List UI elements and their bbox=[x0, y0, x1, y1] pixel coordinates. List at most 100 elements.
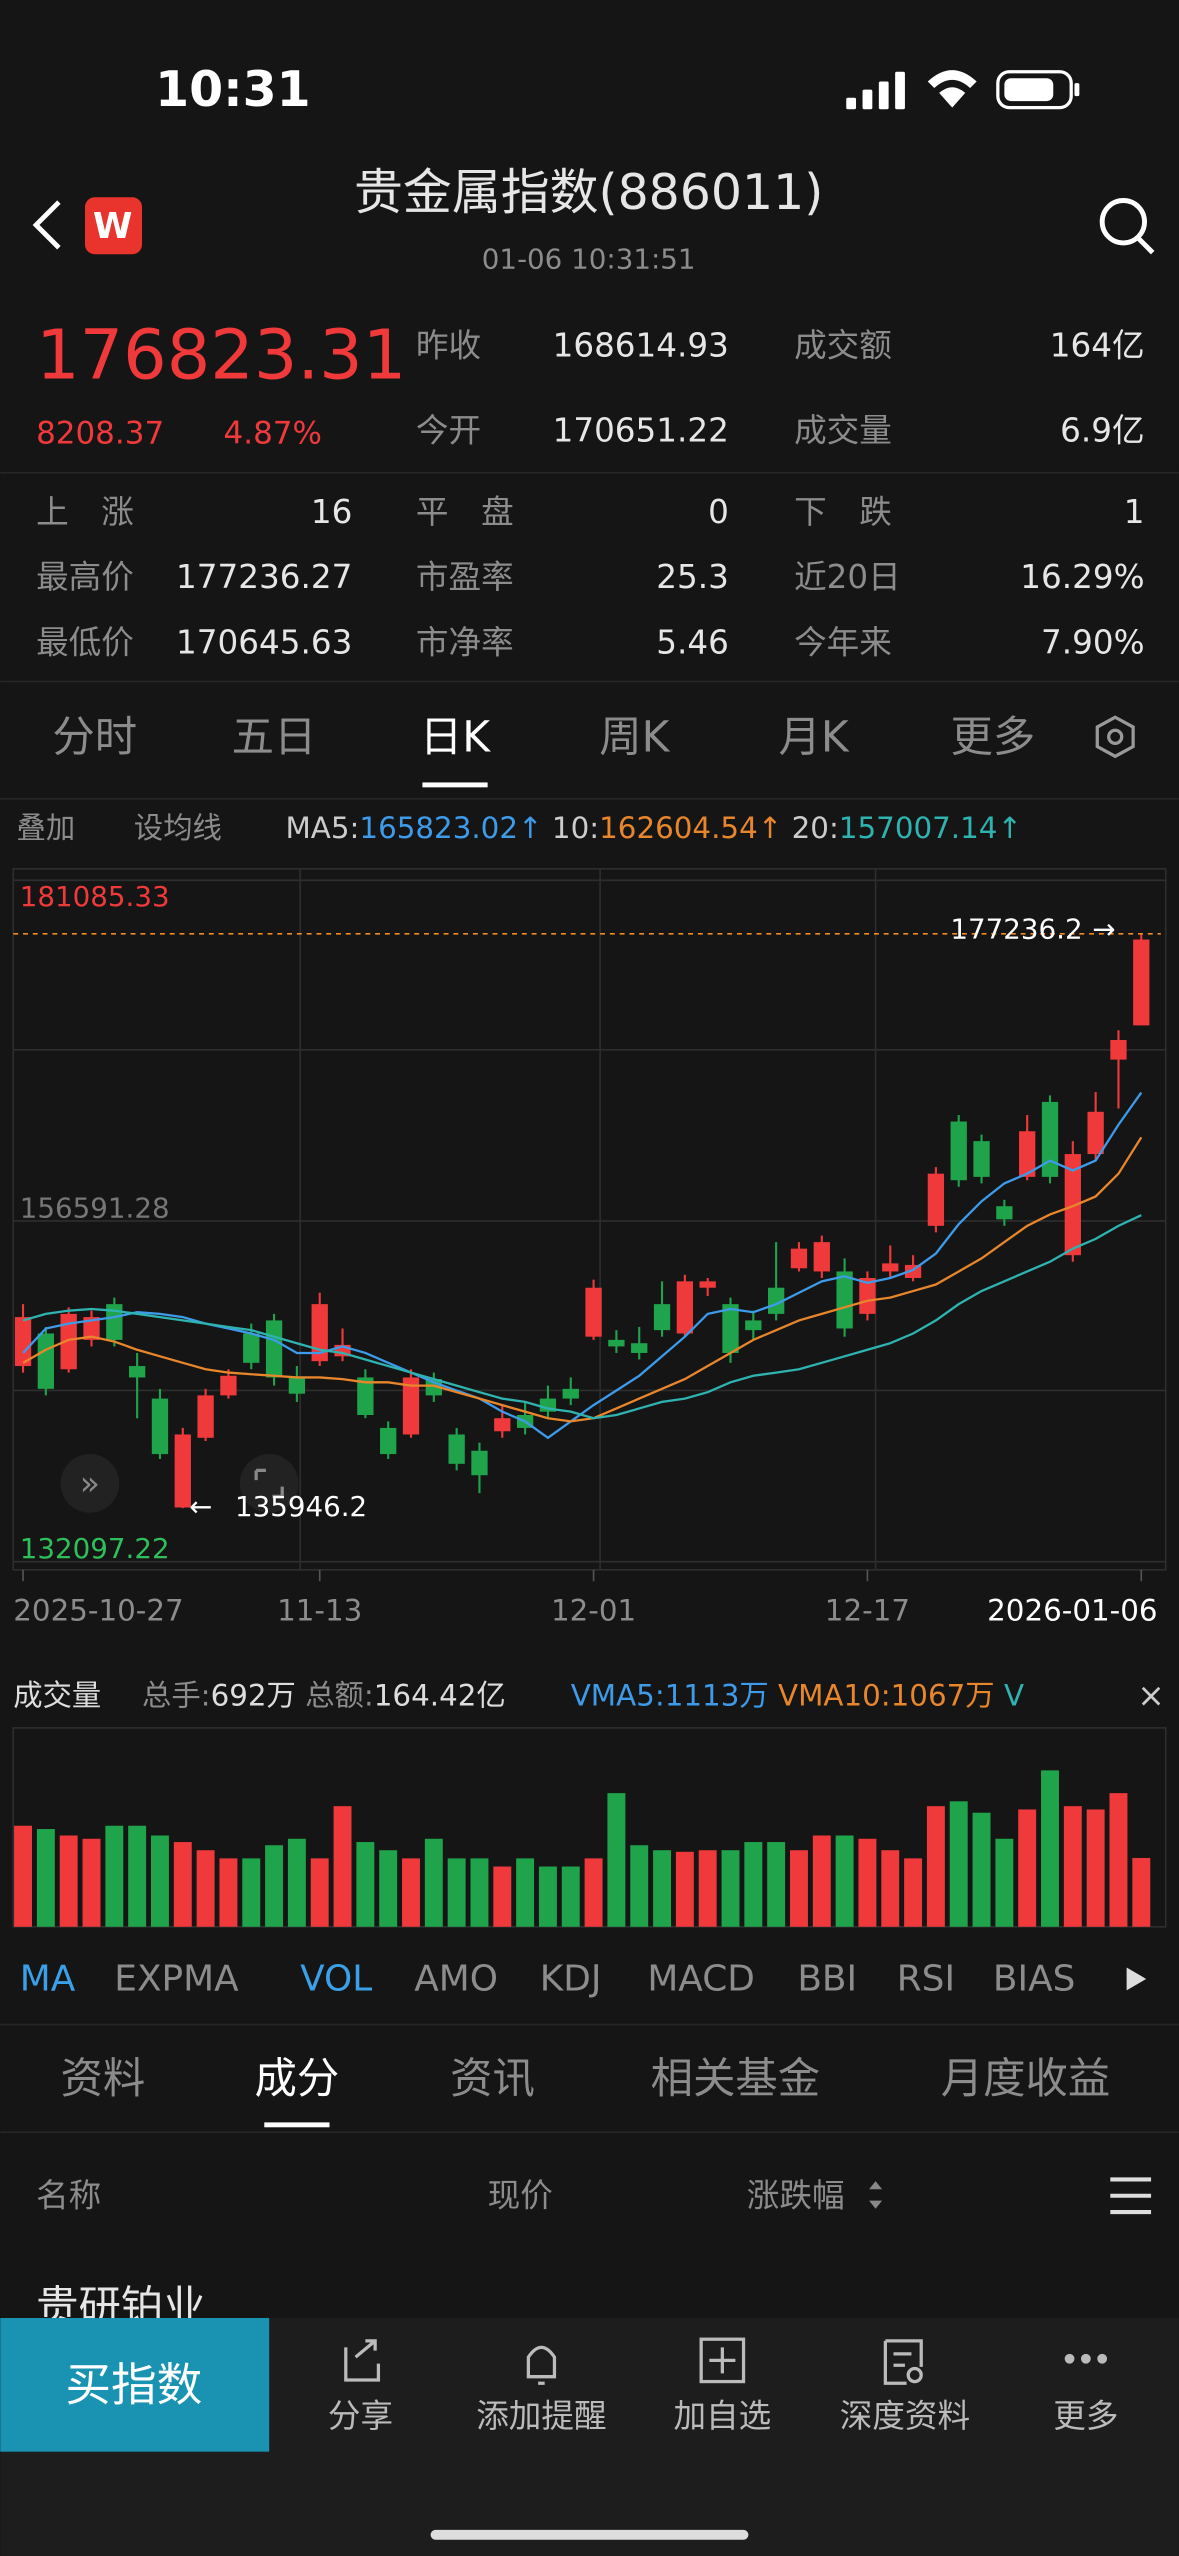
volume-bar bbox=[219, 1858, 238, 1927]
candle-body bbox=[1110, 1040, 1127, 1060]
separators bbox=[0, 471, 1179, 2133]
volume-bar bbox=[379, 1850, 398, 1927]
quote-value: 6.9亿 bbox=[1060, 411, 1144, 449]
volume-bar bbox=[424, 1838, 443, 1927]
candle-body bbox=[448, 1434, 465, 1464]
candle-body bbox=[1087, 1111, 1104, 1155]
stat-label: 上 涨 bbox=[36, 493, 134, 531]
candle-body bbox=[950, 1121, 967, 1181]
candle-body bbox=[37, 1333, 55, 1389]
volume-bar bbox=[698, 1850, 717, 1927]
volume-bar bbox=[333, 1806, 352, 1927]
candle-body bbox=[243, 1333, 260, 1363]
indicator-tab[interactable]: MACD bbox=[647, 1958, 754, 1999]
close-button[interactable]: × bbox=[1137, 1676, 1164, 1714]
volume-bar bbox=[675, 1851, 694, 1927]
ma-line bbox=[22, 1214, 1142, 1420]
status-icons bbox=[846, 70, 1080, 110]
buy-label[interactable]: 买指数 bbox=[65, 2358, 202, 2411]
more-arrow[interactable] bbox=[1126, 1967, 1147, 1991]
bottom-item[interactable]: 更多 bbox=[1053, 2397, 1118, 2435]
stat-value: 16 bbox=[311, 493, 352, 531]
page-subtitle: 01-06 10:31:51 bbox=[482, 243, 696, 276]
search-button[interactable] bbox=[1099, 198, 1155, 255]
volume-bar bbox=[447, 1858, 466, 1927]
quote-label: 昨收 bbox=[416, 327, 481, 365]
chart-tools[interactable]: » bbox=[60, 1454, 299, 1513]
period-tab[interactable]: 分时 bbox=[52, 712, 137, 761]
volume-bar bbox=[653, 1850, 672, 1927]
section-tab[interactable]: 资讯 bbox=[450, 2054, 535, 2103]
period-tab[interactable]: 更多 bbox=[951, 712, 1036, 761]
candle-body bbox=[585, 1287, 602, 1337]
candle-body bbox=[767, 1287, 785, 1314]
period-tab[interactable]: 五日 bbox=[232, 712, 317, 761]
bottom-item[interactable]: 深度资料 bbox=[840, 2397, 970, 2435]
indicator-tab[interactable]: BBI bbox=[797, 1958, 857, 1999]
buy-button[interactable] bbox=[0, 2318, 270, 2452]
volume-bar bbox=[1041, 1770, 1059, 1927]
indicator-tab[interactable]: KDJ bbox=[540, 1958, 602, 1999]
candle-body bbox=[608, 1339, 625, 1347]
logo-text: W bbox=[93, 206, 133, 247]
overlay-button[interactable]: 叠加 bbox=[17, 811, 76, 845]
volume-title: 成交量 bbox=[13, 1678, 101, 1712]
volume-bar bbox=[538, 1866, 557, 1927]
quote-value: 164亿 bbox=[1050, 327, 1145, 365]
high-marker-arrow: → bbox=[1092, 912, 1115, 945]
ma-legend-name: 20: bbox=[792, 811, 839, 845]
period-tab[interactable]: 月K bbox=[779, 712, 850, 761]
table-header: 现价 bbox=[488, 2177, 553, 2215]
stat-label: 最高价 bbox=[36, 558, 134, 596]
stat-label: 市盈率 bbox=[416, 558, 514, 596]
stat-value: 16.29% bbox=[1020, 558, 1144, 596]
volume-bar bbox=[1086, 1809, 1105, 1927]
stat-label: 市净率 bbox=[416, 623, 514, 661]
ma-legend-value: 157007.14↑ bbox=[839, 811, 1022, 845]
period-tab[interactable]: 日K bbox=[420, 712, 491, 761]
bottom-item[interactable]: 添加提醒 bbox=[476, 2397, 606, 2435]
volume-bar bbox=[881, 1850, 900, 1927]
volume-bar bbox=[767, 1842, 786, 1927]
candle-body bbox=[494, 1418, 511, 1432]
spacer bbox=[782, 811, 791, 845]
volume-legend-item: VMA5:1113万 bbox=[571, 1678, 769, 1712]
volume-bar bbox=[584, 1858, 603, 1927]
back-button[interactable] bbox=[32, 200, 61, 250]
change: 8208.37 bbox=[36, 416, 164, 452]
volume-stat-value: 164.42亿 bbox=[374, 1678, 506, 1712]
home-indicator bbox=[430, 2529, 749, 2540]
indicator-tab[interactable]: EXPMA bbox=[114, 1958, 239, 1999]
indicator-tab[interactable]: MA bbox=[20, 1958, 76, 1999]
x-tick-label: 2025-10-27 bbox=[13, 1594, 183, 1628]
stat-value: 25.3 bbox=[656, 558, 729, 596]
indicator-tab[interactable]: BIAS bbox=[993, 1958, 1075, 1999]
volume-bar bbox=[196, 1850, 215, 1927]
bottom-item[interactable]: 加自选 bbox=[673, 2397, 771, 2435]
candle-body bbox=[1041, 1101, 1059, 1177]
spacer bbox=[995, 1678, 1004, 1712]
period-tab[interactable]: 周K bbox=[599, 712, 670, 761]
quote-label: 成交量 bbox=[794, 411, 892, 449]
candle-body bbox=[151, 1398, 169, 1455]
menu-icon[interactable] bbox=[1110, 2177, 1152, 2215]
indicator-tab[interactable]: RSI bbox=[897, 1958, 955, 1999]
set-ma-button[interactable]: 设均线 bbox=[134, 811, 222, 845]
candle-body bbox=[836, 1271, 853, 1329]
bottom-item[interactable]: 分享 bbox=[328, 2397, 393, 2435]
volume-legend-item: VMA10:1067万 bbox=[778, 1678, 995, 1712]
settings-button[interactable] bbox=[1095, 715, 1135, 759]
indicator-tab[interactable]: VOL bbox=[300, 1958, 372, 1999]
candle-body bbox=[882, 1263, 899, 1272]
candle-body bbox=[471, 1450, 488, 1476]
table-header: 名称 bbox=[36, 2177, 101, 2215]
section-tab[interactable]: 成分 bbox=[255, 2054, 340, 2103]
section-tab[interactable]: 月度收益 bbox=[941, 2054, 1111, 2103]
candle-body bbox=[402, 1377, 420, 1435]
spacer bbox=[296, 1678, 305, 1712]
section-tab[interactable]: 资料 bbox=[61, 2054, 146, 2103]
volume-bar bbox=[173, 1842, 192, 1927]
section-tab[interactable]: 相关基金 bbox=[651, 2054, 821, 2103]
candle-body bbox=[562, 1388, 579, 1399]
indicator-tab[interactable]: AMO bbox=[414, 1958, 498, 1999]
